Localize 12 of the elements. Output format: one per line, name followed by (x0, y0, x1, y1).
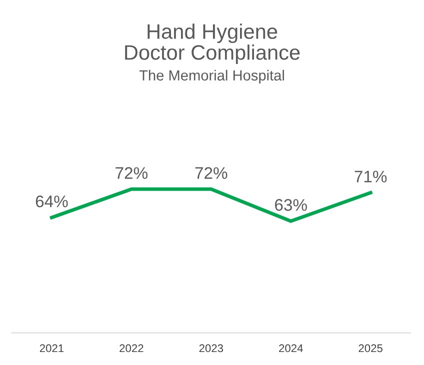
chart-subtitle: The Memorial Hospital (139, 70, 284, 84)
data-label: 64% (36, 196, 68, 208)
x-tick-label: 2024 (279, 344, 303, 352)
x-tick-label: 2021 (40, 344, 64, 352)
chart-title: Hand Hygiene Doctor Compliance (125, 24, 300, 64)
data-label: 72% (116, 167, 148, 179)
x-tick-label: 2025 (358, 344, 382, 352)
x-tick-label: 2022 (120, 344, 144, 352)
data-label: 71% (354, 170, 387, 182)
data-label: 63% (275, 199, 307, 211)
data-label: 72% (195, 167, 228, 179)
x-tick-label: 2023 (199, 344, 224, 352)
